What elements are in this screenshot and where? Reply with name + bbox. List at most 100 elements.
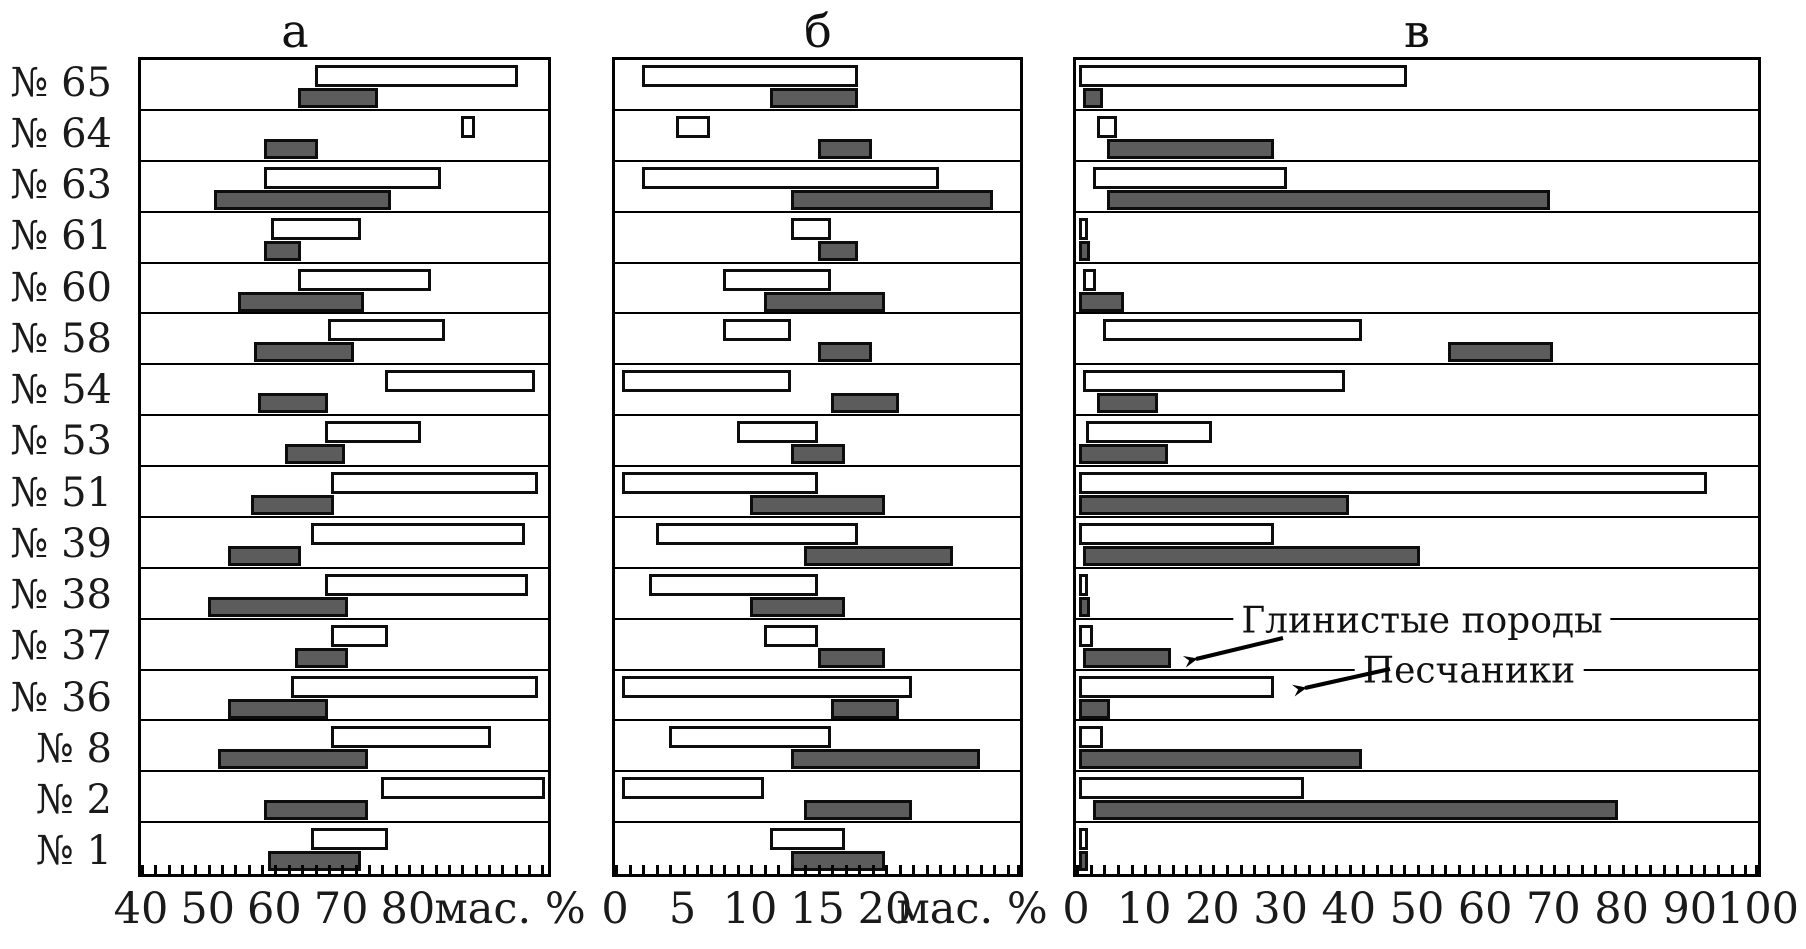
- sample-label: № 39: [10, 520, 112, 567]
- sample-row-c: [1076, 416, 1758, 467]
- minor-tick: [514, 865, 518, 874]
- minor-tick: [1280, 865, 1284, 874]
- minor-tick: [1335, 865, 1339, 874]
- minor-tick: [966, 865, 969, 874]
- sample-row-a: [141, 416, 548, 467]
- minor-tick: [1130, 865, 1134, 874]
- minor-tick: [434, 865, 438, 874]
- sandstone-bar: [1079, 65, 1407, 87]
- clay-bar: [790, 749, 980, 770]
- sample-row-c: [1076, 772, 1758, 824]
- clay-bar: [790, 444, 845, 465]
- sample-row-b: [615, 416, 1020, 467]
- clay-bar: [1079, 749, 1363, 770]
- clay-bar: [763, 291, 885, 312]
- sandstone-bar: [1082, 370, 1346, 393]
- minor-tick: [1471, 865, 1475, 874]
- clay-bar: [804, 545, 953, 566]
- clay-bar: [251, 495, 335, 515]
- sample-row-a: [141, 467, 548, 518]
- minor-tick: [1512, 865, 1516, 874]
- minor-tick: [1676, 865, 1680, 874]
- minor-tick: [394, 865, 398, 874]
- minor-tick: [1144, 865, 1148, 874]
- clay-bar: [264, 800, 368, 821]
- sandstone-bar: [1103, 319, 1363, 342]
- sandstone-bar: [763, 624, 818, 647]
- sandstone-bar: [1079, 777, 1305, 800]
- sample-row-b: [615, 772, 1020, 824]
- clay-bar: [1093, 800, 1619, 821]
- sandstone-bar: [291, 675, 538, 698]
- minor-tick: [1076, 865, 1079, 874]
- minor-tick: [1553, 865, 1557, 874]
- sample-row-c: [1076, 721, 1758, 773]
- minor-tick: [817, 865, 821, 874]
- sandstone-bar: [621, 675, 913, 698]
- minor-tick: [501, 865, 505, 874]
- minor-tick: [1294, 865, 1298, 874]
- sandstone-bar: [1096, 115, 1117, 138]
- minor-tick: [1006, 865, 1010, 874]
- minor-tick: [844, 865, 848, 874]
- clay-bar: [1079, 240, 1090, 261]
- sandstone-bar: [297, 268, 432, 291]
- sample-label: № 1: [35, 828, 112, 875]
- clay-bar: [831, 698, 899, 719]
- minor-tick: [1116, 865, 1120, 874]
- clay-bar: [790, 851, 885, 872]
- sample-row-c: [1076, 314, 1758, 366]
- sandstone-bar: [384, 370, 535, 393]
- axis-tick-label: 80: [380, 884, 436, 934]
- minor-tick: [642, 865, 645, 874]
- clay-bar: [1079, 291, 1124, 312]
- clay-bar: [1447, 342, 1554, 363]
- minor-tick: [541, 865, 545, 874]
- sample-row-c: [1076, 213, 1758, 264]
- minor-tick: [1376, 865, 1380, 874]
- axis-tick-label: 50: [180, 884, 236, 934]
- sandstone-bar: [331, 726, 492, 749]
- sample-row-a: [141, 671, 548, 722]
- minor-tick: [381, 865, 385, 874]
- sandstone-bar: [621, 777, 764, 800]
- minor-tick: [287, 865, 291, 874]
- minor-tick: [912, 865, 915, 874]
- axis-tick-label: 0: [601, 884, 629, 934]
- axis-tick-label: 10: [1116, 884, 1172, 934]
- minor-tick: [628, 865, 632, 874]
- sample-label: № 51: [10, 469, 112, 516]
- clay-bar: [804, 800, 912, 821]
- minor-tick: [615, 865, 618, 874]
- minor-tick: [1253, 865, 1257, 874]
- minor-tick: [167, 865, 171, 874]
- sample-row-a: [141, 772, 548, 824]
- sample-label: № 38: [10, 572, 112, 619]
- minor-tick: [1730, 865, 1734, 874]
- minor-tick: [1267, 865, 1270, 874]
- minor-tick: [858, 865, 861, 874]
- minor-tick: [1017, 865, 1020, 874]
- sample-row-c: [1076, 671, 1758, 722]
- minor-tick: [1185, 865, 1189, 874]
- sandstone-bar: [1079, 726, 1104, 749]
- sample-row-b: [615, 365, 1020, 417]
- sample-row-c: [1076, 467, 1758, 518]
- clay-bar: [237, 291, 365, 312]
- axis-tick-label: 5: [668, 884, 697, 934]
- sandstone-bar: [1079, 217, 1089, 240]
- axis-tick-label: 40: [1321, 884, 1377, 934]
- panel-a: [138, 57, 551, 877]
- minor-tick: [247, 865, 251, 874]
- minor-tick: [1348, 865, 1352, 874]
- clay-bar: [214, 189, 392, 210]
- clay-bar: [817, 240, 858, 261]
- legend-sand-label: Песчаники: [1354, 650, 1584, 692]
- clay-bar: [264, 240, 302, 261]
- minor-tick: [1157, 865, 1161, 874]
- sample-row-b: [615, 467, 1020, 518]
- sample-label: № 60: [10, 264, 112, 311]
- sandstone-bar: [1079, 828, 1089, 851]
- minor-tick: [474, 865, 478, 874]
- sandstone-bar: [736, 421, 818, 444]
